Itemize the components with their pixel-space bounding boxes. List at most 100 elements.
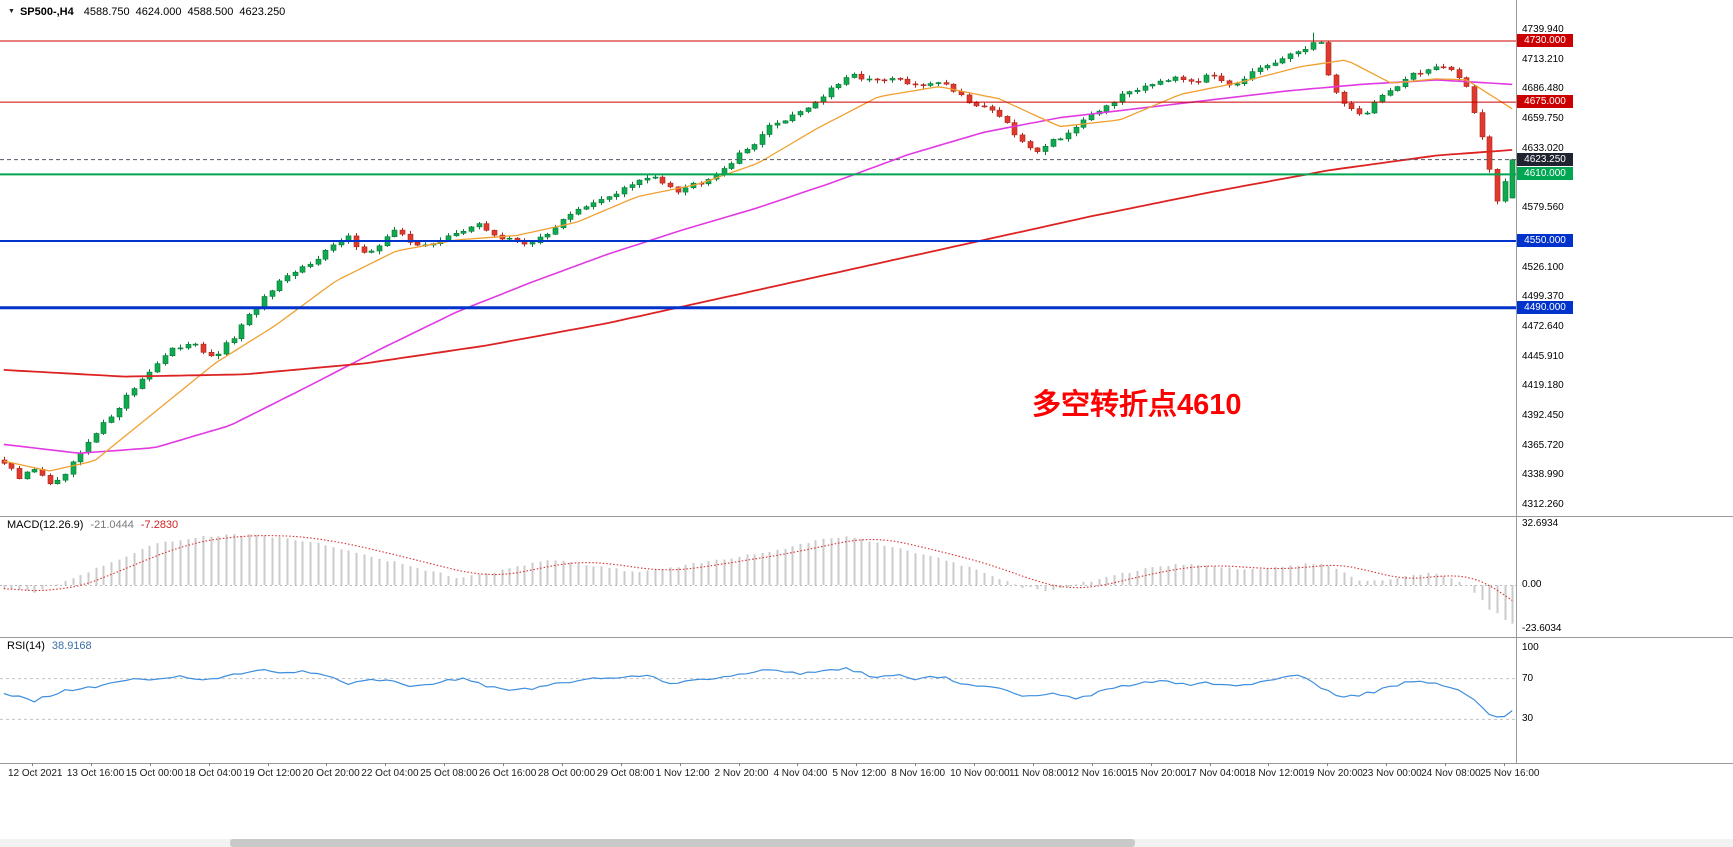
price-tick-label: 4445.910 bbox=[1522, 350, 1564, 362]
rsi-panel-separator[interactable] bbox=[0, 637, 1733, 638]
time-label: 23 Nov 00:00 bbox=[1362, 768, 1422, 779]
time-tick bbox=[1091, 763, 1093, 766]
horizontal-scrollbar[interactable] bbox=[0, 839, 1733, 847]
time-tick bbox=[90, 763, 92, 766]
chart-header: ▼ SP500-,H4 4588.750 4624.000 4588.500 4623.2… bbox=[8, 6, 291, 18]
rsi-title: RSI(14) bbox=[7, 640, 45, 652]
time-label: 20 Oct 20:00 bbox=[302, 768, 360, 779]
time-tick bbox=[1209, 763, 1211, 766]
time-tick bbox=[1445, 763, 1447, 766]
time-axis-separator bbox=[0, 763, 1733, 764]
rsi-tick-label: 100 bbox=[1522, 642, 1539, 653]
time-label: 13 Oct 16:00 bbox=[66, 768, 125, 779]
time-label: 8 Nov 16:00 bbox=[891, 768, 946, 779]
chart-collapse-icon[interactable]: ▼ bbox=[8, 8, 15, 15]
time-label: 12 Nov 16:00 bbox=[1067, 768, 1128, 779]
ma-fast-line bbox=[3, 59, 1513, 472]
price-tick-label: 4526.100 bbox=[1522, 261, 1564, 273]
ohlc-low: 4588.500 bbox=[187, 6, 234, 18]
macd-canvas[interactable] bbox=[0, 516, 1516, 637]
ohlc-open: 4588.750 bbox=[83, 6, 130, 18]
macd-signal-line bbox=[3, 535, 1513, 601]
time-label: 22 Oct 04:00 bbox=[361, 768, 419, 779]
time-label: 25 Nov 16:00 bbox=[1480, 768, 1540, 779]
time-tick bbox=[267, 763, 269, 766]
scrollbar-thumb[interactable] bbox=[230, 839, 1135, 847]
time-label: 19 Nov 20:00 bbox=[1303, 768, 1363, 779]
time-tick bbox=[561, 763, 563, 766]
symbol-timeframe-label: SP500-,H4 bbox=[19, 6, 74, 18]
time-tick bbox=[1268, 763, 1270, 766]
rsi-canvas[interactable] bbox=[0, 637, 1516, 763]
price-tick-label: 4739.940 bbox=[1522, 24, 1564, 35]
main-chart-canvas[interactable] bbox=[0, 0, 1516, 516]
macd-signal-value: -7.2830 bbox=[140, 519, 179, 531]
time-label: 25 Oct 08:00 bbox=[420, 768, 478, 779]
time-tick bbox=[326, 763, 328, 766]
time-tick bbox=[679, 763, 681, 766]
price-tick-label: 4392.450 bbox=[1522, 410, 1564, 422]
macd-tick-label: 0.00 bbox=[1522, 579, 1542, 590]
time-label: 4 Nov 04:00 bbox=[773, 768, 828, 779]
time-label: 2 Nov 20:00 bbox=[714, 768, 769, 779]
time-tick bbox=[915, 763, 917, 766]
time-tick bbox=[503, 763, 505, 766]
time-label: 26 Oct 16:00 bbox=[479, 768, 537, 779]
time-tick bbox=[1032, 763, 1034, 766]
time-axis[interactable]: 12 Oct 2021 13 Oct 16:00 15 Oct 00:00 18 Oc… bbox=[0, 763, 1540, 782]
ohlc-close: 4623.250 bbox=[239, 6, 286, 18]
time-tick bbox=[32, 763, 33, 766]
time-label: 1 Nov 12:00 bbox=[655, 768, 710, 779]
time-label: 15 Oct 00:00 bbox=[125, 768, 184, 779]
time-label: 15 Nov 20:00 bbox=[1126, 768, 1187, 779]
price-tick-label: 4579.560 bbox=[1522, 202, 1564, 214]
ohlc-high: 4624.000 bbox=[135, 6, 182, 18]
macd-title: MACD(12.26.9) bbox=[7, 519, 84, 531]
time-label: 17 Nov 04:00 bbox=[1185, 768, 1246, 779]
macd-tick-label: 32.6934 bbox=[1522, 517, 1559, 529]
time-label: 5 Nov 12:00 bbox=[832, 768, 887, 779]
ma-slow-line bbox=[3, 149, 1513, 378]
time-tick bbox=[620, 763, 622, 766]
time-label: 11 Nov 08:00 bbox=[1008, 768, 1068, 779]
price-tick-label: 4713.210 bbox=[1522, 53, 1564, 65]
macd-tick-label: -23.6034 bbox=[1522, 623, 1562, 635]
time-label: 29 Oct 08:00 bbox=[596, 768, 655, 779]
time-tick bbox=[208, 763, 210, 766]
time-tick bbox=[1386, 763, 1388, 766]
price-tick-label: 4633.020 bbox=[1522, 142, 1564, 154]
macd-panel-separator[interactable] bbox=[0, 516, 1733, 517]
time-tick bbox=[1327, 763, 1329, 766]
price-axis-border bbox=[1516, 0, 1517, 763]
price-tick-label: 4472.640 bbox=[1522, 320, 1564, 332]
rsi-indicator-label: RSI(14) 38.9168 bbox=[7, 640, 92, 652]
price-line-badge-4550.000: 4550.000 bbox=[1517, 234, 1573, 248]
rsi-value: 38.9168 bbox=[51, 640, 92, 652]
macd-indicator-label: MACD(12.26.9) -21.0444 -7.2830 bbox=[7, 519, 178, 531]
time-tick bbox=[385, 763, 387, 766]
price-axis[interactable]: 4730.000 4675.000 4610.000 4550.000 4490.000… bbox=[1516, 0, 1733, 847]
time-label: 24 Nov 08:00 bbox=[1421, 768, 1481, 779]
time-label: 28 Oct 00:00 bbox=[537, 768, 596, 779]
time-label: 12 Oct 2021 bbox=[8, 768, 63, 779]
price-tick-label: 4365.720 bbox=[1522, 439, 1564, 451]
price-tick-label: 4686.480 bbox=[1522, 83, 1564, 95]
macd-main-value: -21.0444 bbox=[90, 519, 134, 531]
rsi-tick-label: 70 bbox=[1522, 672, 1534, 684]
time-tick bbox=[856, 763, 858, 766]
price-line-badge-4610.000: 4610.000 bbox=[1517, 167, 1573, 181]
time-tick bbox=[1504, 763, 1505, 766]
price-line-badge-4730.000: 4730.000 bbox=[1517, 34, 1573, 48]
time-label: 19 Oct 12:00 bbox=[243, 768, 301, 779]
price-tick-label: 4419.180 bbox=[1522, 380, 1564, 392]
time-tick bbox=[974, 763, 976, 766]
time-label: 18 Nov 12:00 bbox=[1244, 768, 1304, 779]
time-tick bbox=[797, 763, 799, 766]
time-label: 10 Nov 00:00 bbox=[950, 768, 1010, 779]
price-line-badge-4675.000: 4675.000 bbox=[1517, 95, 1573, 109]
time-tick bbox=[444, 763, 446, 766]
price-line-badge-4490.000: 4490.000 bbox=[1517, 300, 1573, 314]
rsi-line bbox=[3, 667, 1513, 718]
annotation-text[interactable]: 多空转折点4610 bbox=[1032, 389, 1242, 421]
